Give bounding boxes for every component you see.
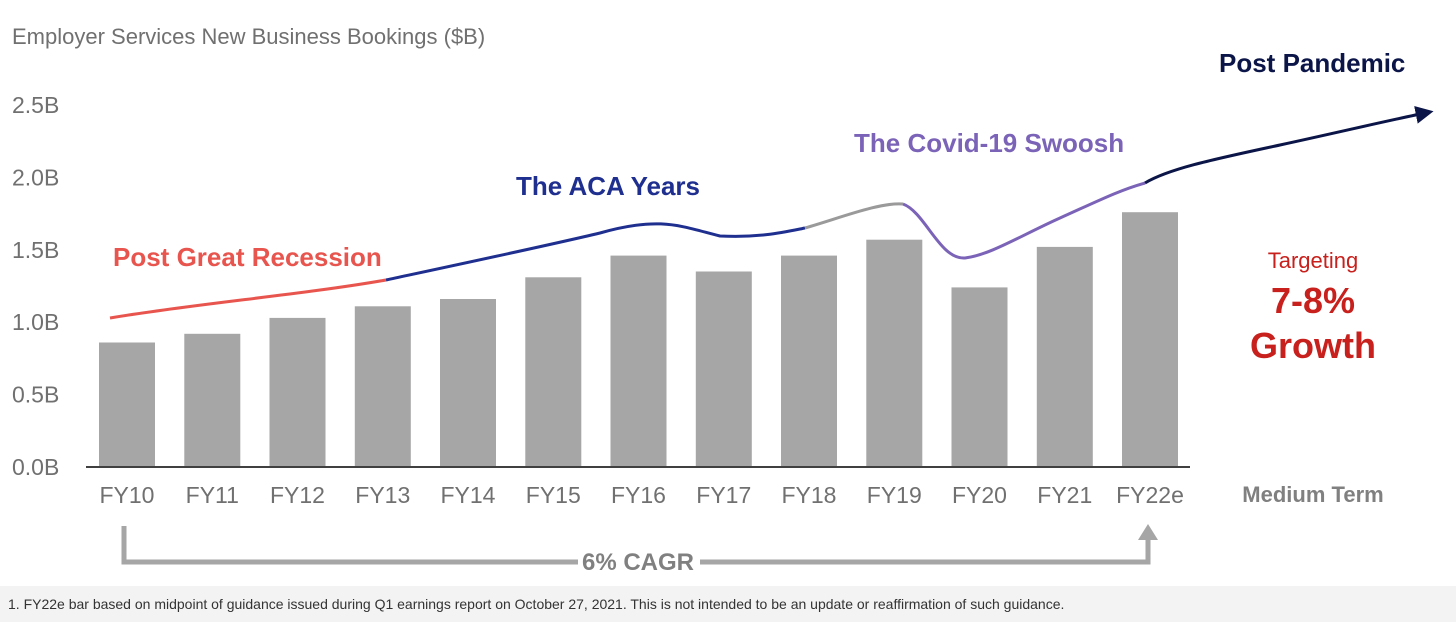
bar-fy20 [951, 287, 1008, 467]
x-tick-fy15: FY15 [526, 482, 581, 508]
bar-fy15 [525, 277, 582, 467]
y-tick-0-5b: 0.5B [12, 382, 59, 408]
label-post-pandemic: Post Pandemic [1219, 48, 1405, 78]
bar-fy21 [1036, 246, 1093, 467]
bar-fy19 [866, 239, 923, 467]
label-post-great-recession: Post Great Recession [113, 242, 382, 272]
trend-post-pandemic-arrow [1144, 105, 1434, 185]
bar-fy17 [695, 271, 752, 467]
footnote: 1. FY22e bar based on midpoint of guidan… [8, 596, 1065, 612]
y-tick-1-0b: 1.0B [12, 309, 59, 335]
trend-post-great-recession [109, 278, 387, 320]
x-tick-fy21: FY21 [1037, 482, 1092, 508]
x-tick-fy20: FY20 [952, 482, 1007, 508]
bar-fy18 [781, 255, 837, 467]
x-tick-fy17: FY17 [696, 482, 751, 508]
label-covid-swoosh: The Covid-19 Swoosh [854, 128, 1124, 158]
bar-fy12 [269, 317, 326, 467]
label-aca-years: The ACA Years [516, 171, 700, 201]
bookings-bar-chart: Employer Services New Business Bookings … [12, 24, 1434, 576]
bar-fy22e [1122, 212, 1178, 467]
trend-aca-years [385, 222, 806, 282]
bar-fy11 [184, 333, 241, 467]
bar-fy10 [99, 342, 155, 467]
x-tick-fy14: FY14 [441, 482, 496, 508]
chart-title: Employer Services New Business Bookings … [12, 24, 485, 49]
x-tick-medium-term: Medium Term [1242, 482, 1383, 507]
bar-fy16 [610, 255, 667, 467]
label-growth-range: 7-8% [1271, 280, 1355, 321]
x-tick-fy10: FY10 [100, 482, 155, 508]
label-growth-word: Growth [1250, 325, 1376, 366]
cagr-arrow-head [1138, 524, 1158, 540]
x-tick-fy11: FY11 [186, 482, 239, 508]
y-axis-ticks: 0.0B 0.5B 1.0B 1.5B 2.0B 2.5B [12, 92, 59, 480]
footnote-band [0, 586, 1456, 622]
bar-fy13 [354, 306, 411, 467]
bars [99, 212, 1178, 467]
x-tick-fy19: FY19 [867, 482, 922, 508]
cagr-bracket-right [700, 538, 1151, 565]
x-tick-fy13: FY13 [355, 482, 410, 508]
y-tick-2-5b: 2.5B [12, 92, 59, 118]
x-tick-fy12: FY12 [270, 482, 325, 508]
y-tick-1-5b: 1.5B [12, 237, 59, 263]
x-axis-ticks: FY10 FY11 FY12 FY13 FY14 FY15 FY16 FY17 FY18 FY19… [100, 482, 1184, 508]
x-tick-fy18: FY18 [782, 482, 837, 508]
trend-covid-swoosh [902, 181, 1146, 260]
y-tick-0-0b: 0.0B [12, 454, 59, 480]
bar-fy14 [440, 299, 496, 467]
cagr-bracket-left [121, 526, 578, 565]
y-tick-2-0b: 2.0B [12, 164, 59, 190]
label-cagr: 6% CAGR [582, 549, 694, 576]
x-tick-fy22e: FY22e [1116, 482, 1184, 508]
label-targeting: Targeting [1268, 248, 1359, 273]
trend-transition [804, 202, 904, 230]
x-tick-fy16: FY16 [611, 482, 666, 508]
